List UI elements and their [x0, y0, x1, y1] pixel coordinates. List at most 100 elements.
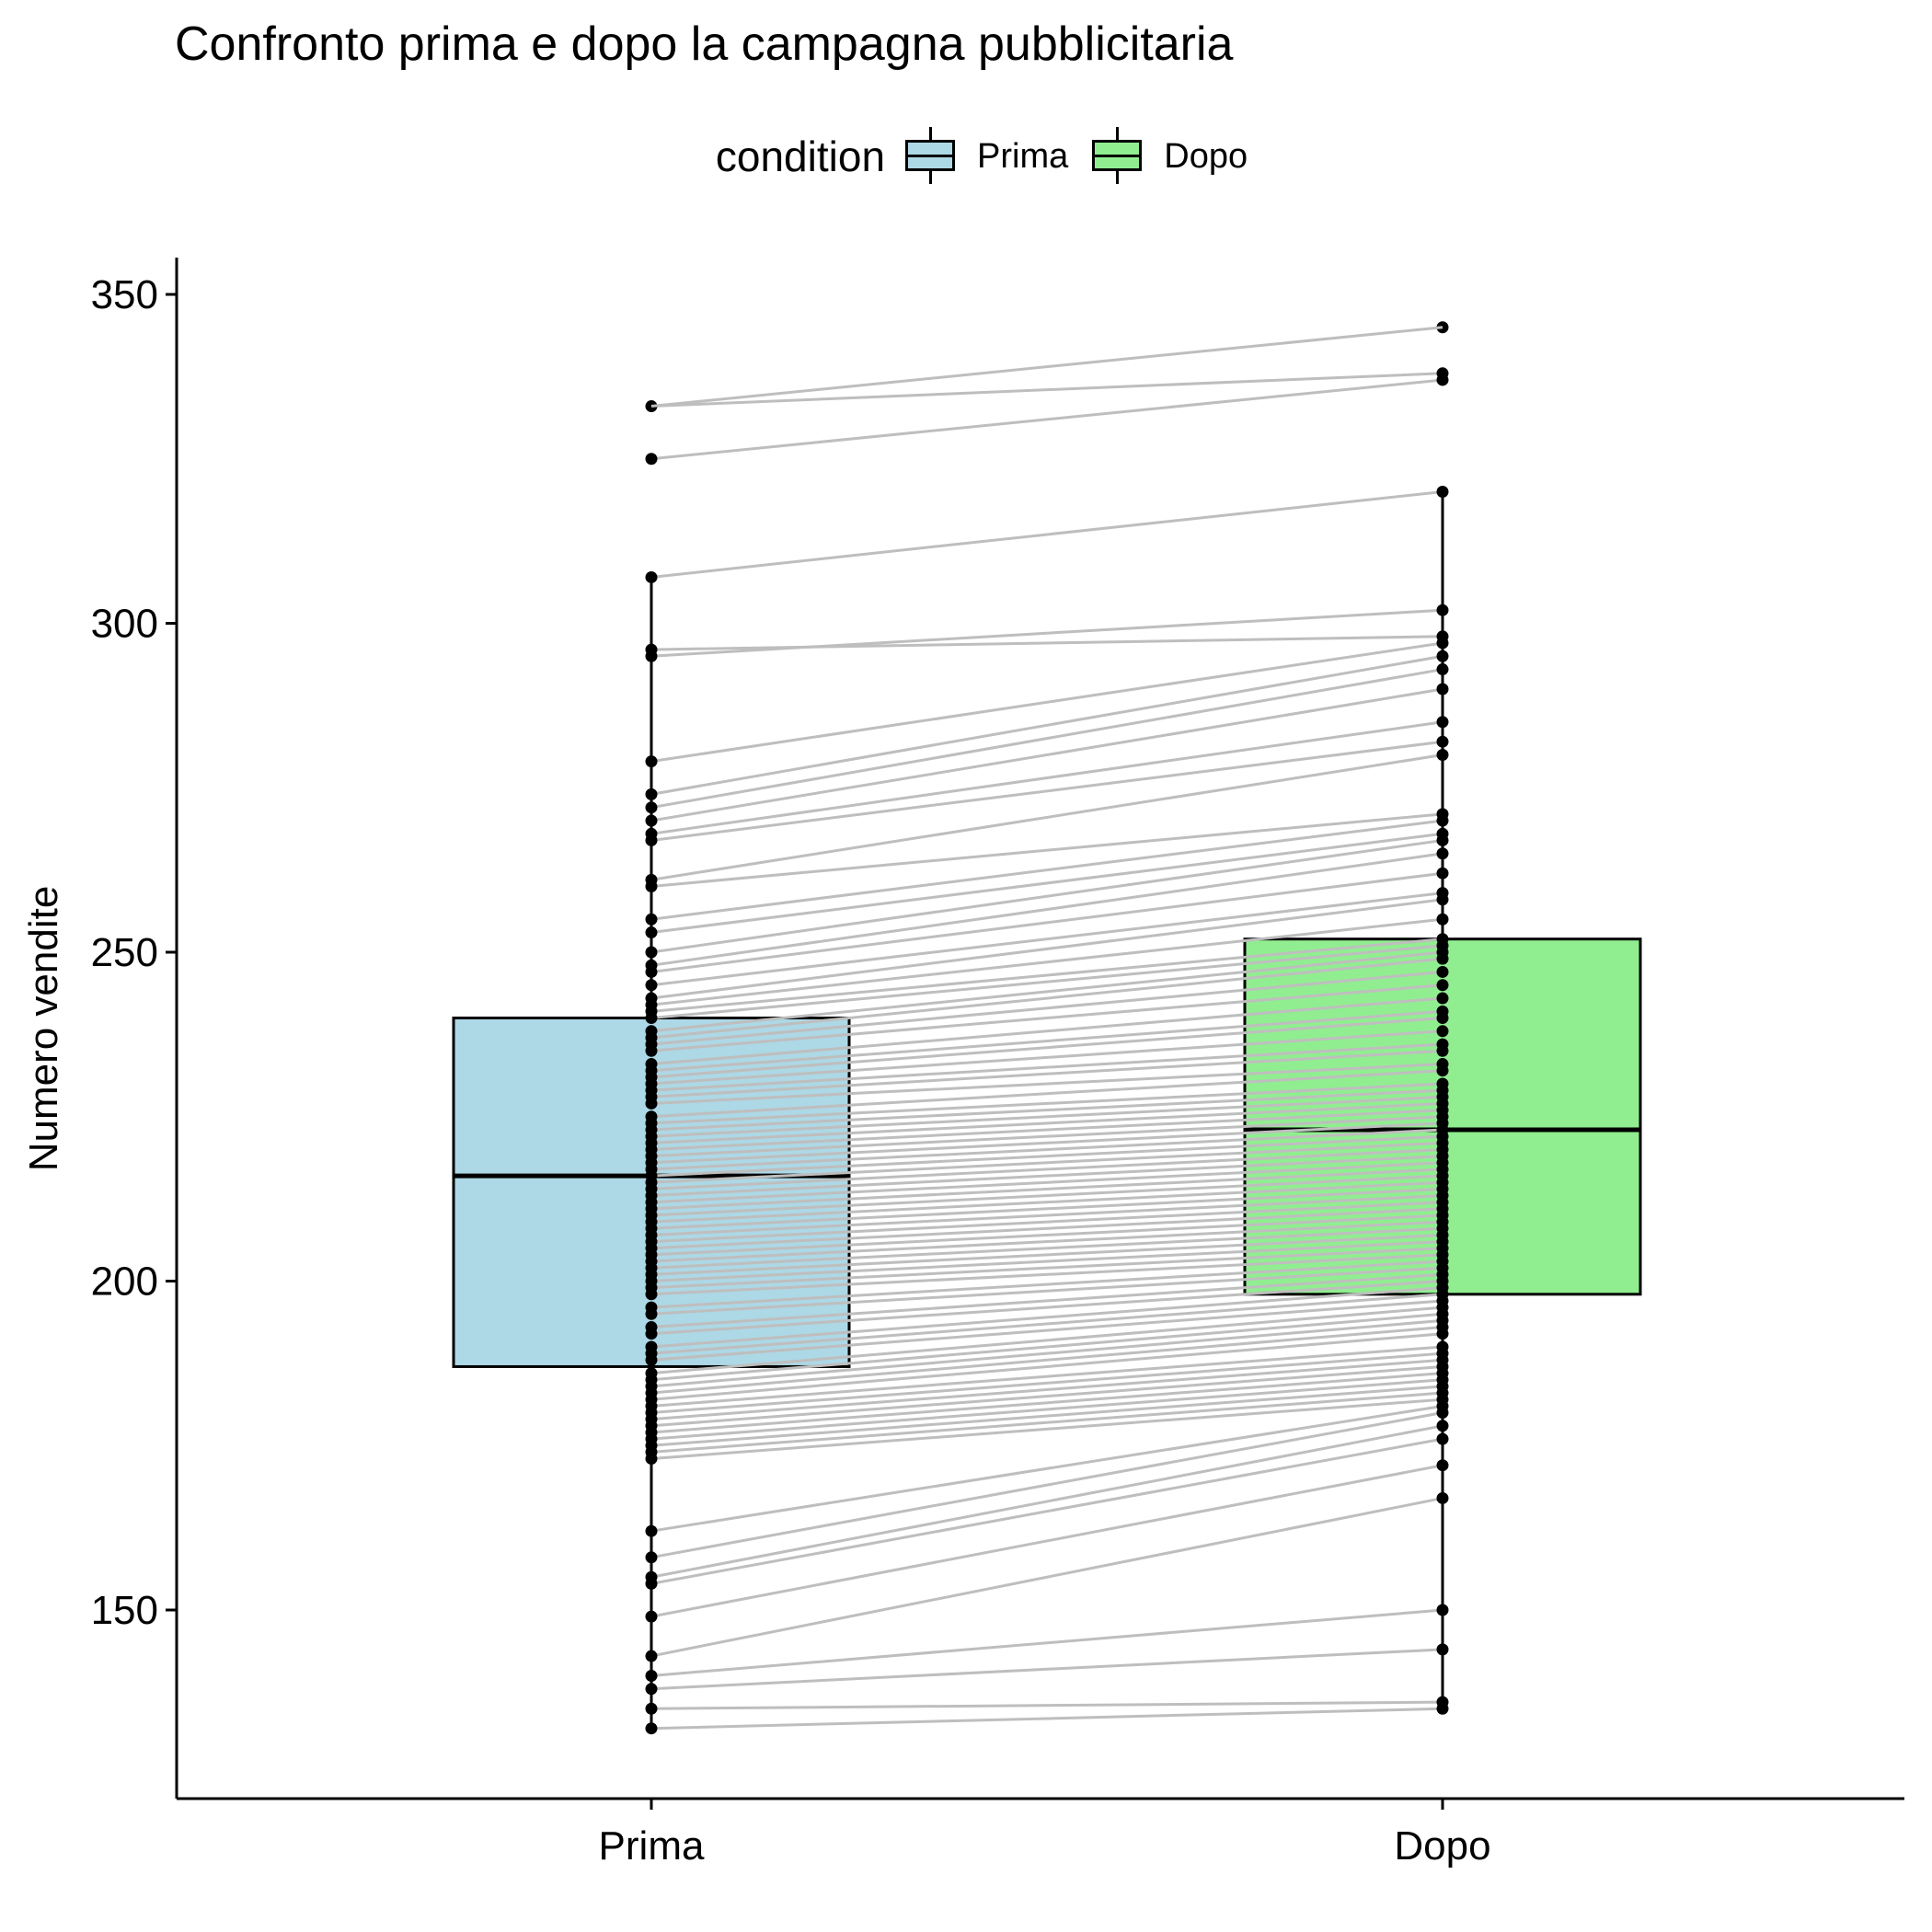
data-point-prima	[645, 1670, 658, 1682]
data-point-dopo	[1436, 965, 1449, 978]
paired-line	[650, 871, 1443, 973]
data-point-prima	[645, 1097, 658, 1110]
data-point-prima	[645, 1044, 658, 1057]
data-point-prima	[645, 1288, 658, 1301]
data-point-dopo	[1436, 1702, 1449, 1715]
paired-line	[650, 970, 1443, 1046]
y-tick-label: 150	[91, 1588, 158, 1633]
y-tick-label: 200	[91, 1259, 158, 1305]
data-point-dopo	[1436, 637, 1449, 650]
paired-line	[650, 944, 1443, 1019]
data-point-dopo	[1436, 650, 1449, 662]
x-tick-label: Dopo	[1394, 1823, 1490, 1869]
paired-line	[650, 1213, 1443, 1257]
data-point-dopo	[1436, 716, 1449, 729]
paired-line	[650, 1207, 1443, 1250]
paired-line	[650, 1220, 1443, 1263]
data-point-dopo	[1436, 979, 1449, 992]
paired-line	[650, 1411, 1443, 1559]
paired-line	[650, 1608, 1443, 1677]
data-point-dopo	[1436, 1643, 1449, 1656]
paired-line	[650, 740, 1443, 842]
paired-line	[650, 372, 1443, 408]
legend: condition Prima Dopo	[0, 120, 1932, 193]
data-point-dopo	[1436, 1064, 1449, 1077]
paired-line	[650, 1174, 1443, 1217]
data-point-dopo	[1436, 1407, 1449, 1419]
data-point-prima	[645, 1610, 658, 1623]
y-tick-label: 300	[91, 602, 158, 647]
paired-line	[650, 1115, 1443, 1158]
paired-line	[650, 1017, 1443, 1079]
data-point-prima	[645, 965, 658, 978]
paired-line	[650, 1194, 1443, 1236]
paired-line	[650, 812, 1443, 888]
paired-line	[650, 668, 1443, 810]
paired-line	[650, 891, 1443, 987]
data-point-dopo	[1436, 1420, 1449, 1432]
paired-line	[650, 1391, 1443, 1454]
data-point-prima	[645, 880, 658, 892]
paired-line	[650, 1464, 1443, 1618]
paired-line	[650, 1155, 1443, 1198]
paired-line	[650, 654, 1443, 796]
data-point-dopo	[1436, 683, 1449, 696]
paired-line	[650, 1247, 1443, 1290]
legend-item-prima: Prima	[905, 127, 1068, 186]
data-point-prima	[645, 1683, 658, 1696]
data-point-dopo	[1436, 1459, 1449, 1472]
paired-line	[650, 1148, 1443, 1190]
data-point-dopo	[1436, 374, 1449, 386]
paired-line	[650, 1233, 1443, 1276]
paired-line	[650, 1326, 1443, 1395]
data-point-prima	[645, 834, 658, 846]
paired-line	[650, 1201, 1443, 1244]
data-point-dopo	[1436, 749, 1449, 761]
paired-line	[650, 1266, 1443, 1316]
paired-line	[650, 1648, 1443, 1691]
paired-line	[650, 1109, 1443, 1151]
paired-line	[650, 1299, 1443, 1362]
data-point-dopo	[1436, 867, 1449, 880]
paired-line	[650, 1187, 1443, 1230]
data-point-dopo	[1436, 1604, 1449, 1616]
legend-label-dopo: Dopo	[1164, 136, 1248, 176]
data-point-dopo	[1436, 834, 1449, 846]
paired-line	[650, 937, 1443, 1013]
data-point-dopo	[1436, 1025, 1449, 1038]
data-point-prima	[645, 788, 658, 800]
paired-line	[650, 490, 1443, 579]
data-point-dopo	[1436, 913, 1449, 926]
legend-key-dopo	[1092, 127, 1145, 186]
legend-item-dopo: Dopo	[1092, 127, 1248, 186]
paired-line	[650, 1101, 1443, 1144]
paired-line	[650, 608, 1443, 658]
data-point-prima	[645, 913, 658, 926]
data-point-prima	[645, 1328, 658, 1340]
paired-line	[650, 1134, 1443, 1178]
paired-line	[650, 1042, 1443, 1092]
paired-line	[650, 1141, 1443, 1184]
paired-line	[650, 1253, 1443, 1296]
data-point-prima	[645, 814, 658, 827]
data-point-dopo	[1436, 604, 1449, 616]
y-tick-label: 250	[91, 930, 158, 975]
paired-line	[650, 1259, 1443, 1309]
paired-line	[650, 1009, 1443, 1073]
paired-line	[650, 1082, 1443, 1125]
data-point-prima	[645, 801, 658, 814]
paired-line	[650, 1397, 1443, 1461]
data-point-dopo	[1436, 1432, 1449, 1445]
paired-line	[650, 1305, 1443, 1375]
data-point-prima	[645, 926, 658, 939]
paired-line	[650, 641, 1443, 764]
paired-line	[650, 1240, 1443, 1282]
data-point-prima	[645, 1577, 658, 1590]
legend-label-prima: Prima	[977, 136, 1069, 176]
paired-line	[650, 1372, 1443, 1434]
paired-line	[650, 1351, 1443, 1414]
data-point-prima	[645, 1551, 658, 1564]
paired-line	[650, 1358, 1443, 1421]
paired-line	[650, 1161, 1443, 1204]
